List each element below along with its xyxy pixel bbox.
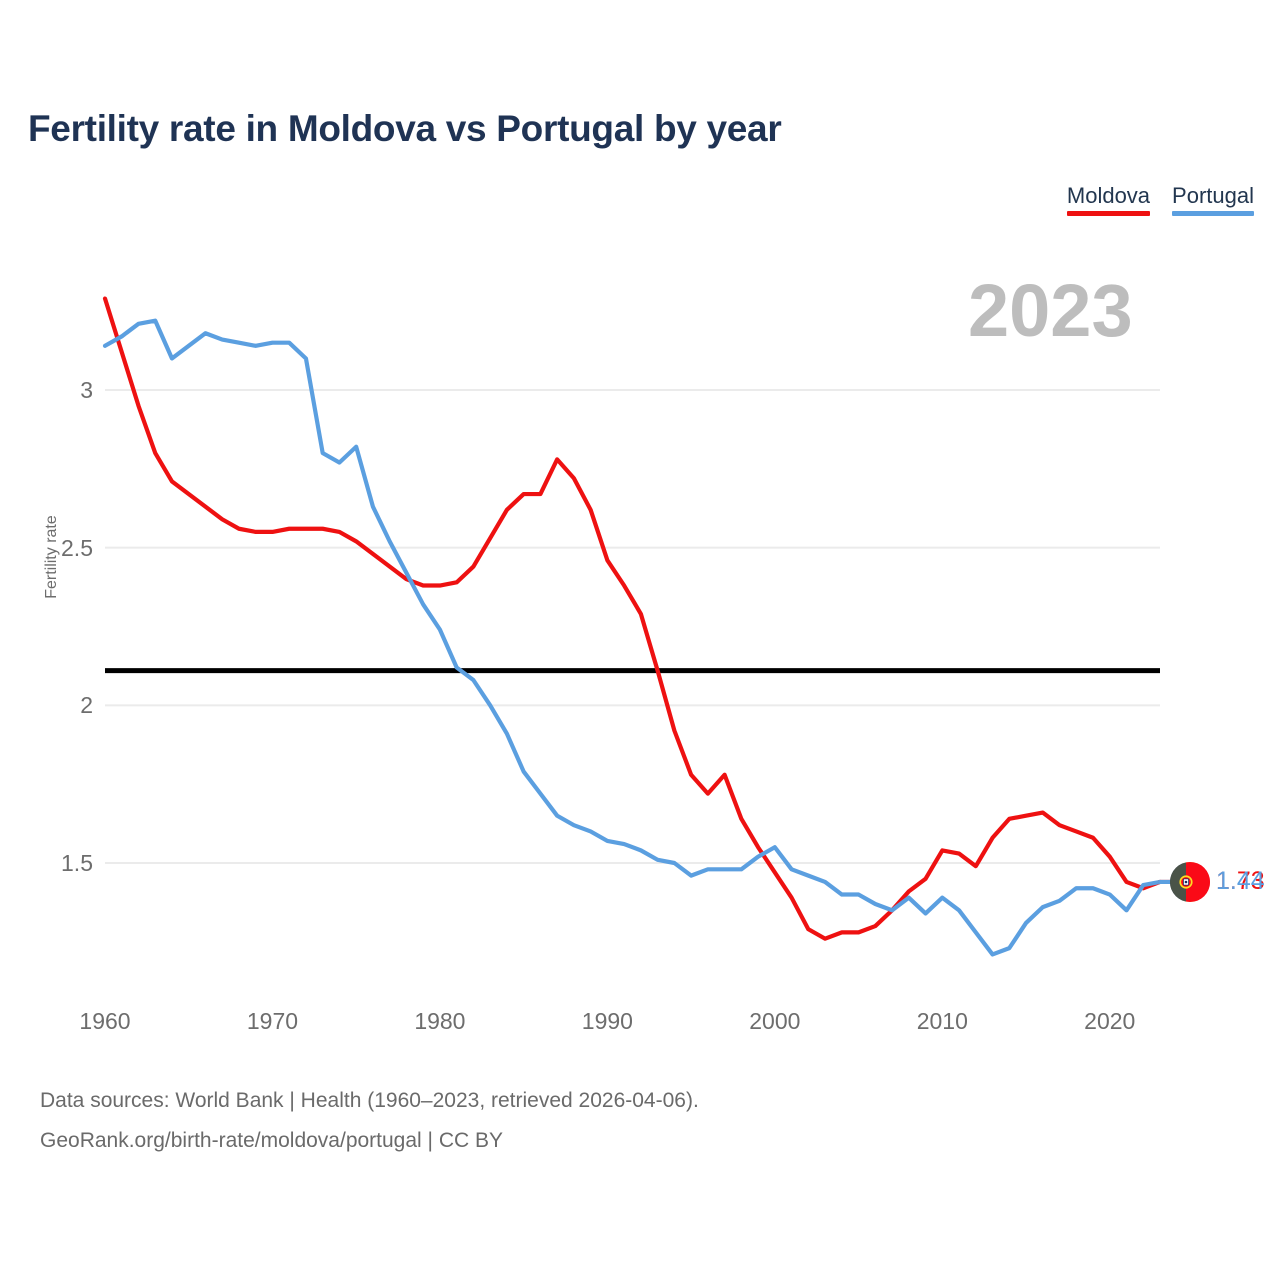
end-label-portugal: 1.44 <box>1216 866 1265 895</box>
legend-label-portugal: Portugal <box>1172 183 1254 208</box>
x-tick-label: 1980 <box>414 1008 466 1034</box>
x-tick-label: 1990 <box>581 1008 633 1034</box>
x-tick-label: 2010 <box>916 1008 968 1034</box>
x-tick-label: 1960 <box>79 1008 131 1034</box>
x-tick-label: 2000 <box>749 1008 801 1034</box>
portugal-flag-icon <box>1170 861 1210 902</box>
legend-swatch-moldova <box>1066 211 1151 216</box>
year-watermark: 2023 <box>968 269 1133 352</box>
legend-label-moldova: Moldova <box>1066 183 1151 208</box>
gridlines <box>105 389 1160 864</box>
end-label-moldova-value: 1.73 <box>1216 866 1265 895</box>
legend-item-portugal[interactable]: Portugal <box>1172 183 1254 216</box>
footer-attribution: GeoRank.org/birth-rate/moldova/portugal … <box>40 1129 504 1152</box>
legend-swatch-portugal <box>1172 211 1254 216</box>
y-tick-label: 2 <box>80 692 93 719</box>
end-label-moldova: 1.73 <box>1216 866 1265 895</box>
end-label-portugal-value: 1.44 <box>1216 866 1265 895</box>
y-tick-label: 1.5 <box>61 850 93 876</box>
x-tick-label: 2020 <box>1084 1008 1136 1034</box>
y-tick-label: 3 <box>80 377 93 403</box>
x-tick-label: 1970 <box>246 1008 299 1034</box>
legend: Moldova Portugal <box>1066 183 1254 216</box>
footer-data-sources: Data sources: World Bank | Health (1960–… <box>40 1089 699 1112</box>
y-tick-label: 2.5 <box>61 534 93 561</box>
page-title: Fertility rate in Moldova vs Portugal by… <box>28 108 782 149</box>
series-lines <box>102 296 1163 957</box>
legend-item-moldova[interactable]: Moldova <box>1066 183 1151 216</box>
